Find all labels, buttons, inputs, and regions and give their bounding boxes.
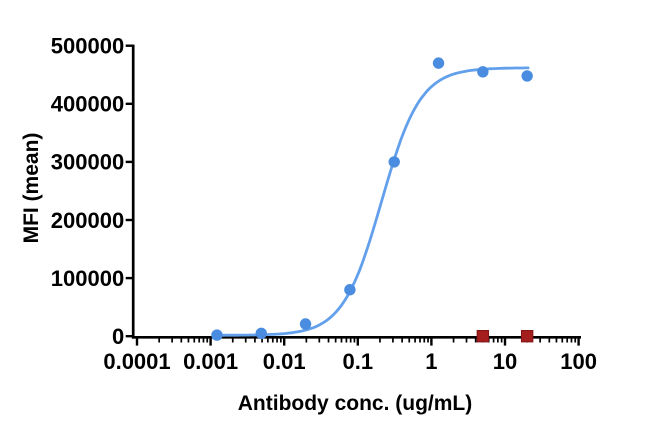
x-tick-label: 0.001 [183,349,238,374]
series-layer [211,57,534,343]
x-tick-label: 100 [560,349,597,374]
data-point-blue_circles [432,57,445,69]
x-tick-label: 0.01 [263,349,306,374]
x-tick-label: 0.1 [343,349,374,374]
x-axis-title: Antibody conc. (ug/mL) [238,392,472,415]
data-point-blue_circles [299,318,312,330]
data-point-blue_circles [255,327,267,339]
y-tick-label: 300000 [51,150,124,175]
y-tick-label: 400000 [51,92,124,117]
data-point-blue_circles [521,70,533,82]
x-tick-label: 0.0001 [103,349,170,374]
y-axis-title: MFI (mean) [20,133,43,244]
y-tick-label: 500000 [51,34,124,59]
y-tick-label: 0 [112,324,124,349]
fit-curve-blue_circles [215,66,530,337]
x-tick-label: 1 [425,349,437,374]
y-tick-label: 100000 [51,266,124,291]
data-point-blue_circles [344,284,356,296]
data-point-blue_circles [477,66,489,78]
data-point-red_squares [520,330,534,343]
data-point-red_squares [476,330,490,343]
data-point-blue_circles [388,156,400,168]
x-tick-label: 10 [493,349,517,374]
data-point-blue_circles [211,329,223,341]
y-tick-label: 200000 [51,208,124,233]
axes-layer: 0 100000 200000 300000 400000 500000 0.0001 0.0… [51,34,597,375]
